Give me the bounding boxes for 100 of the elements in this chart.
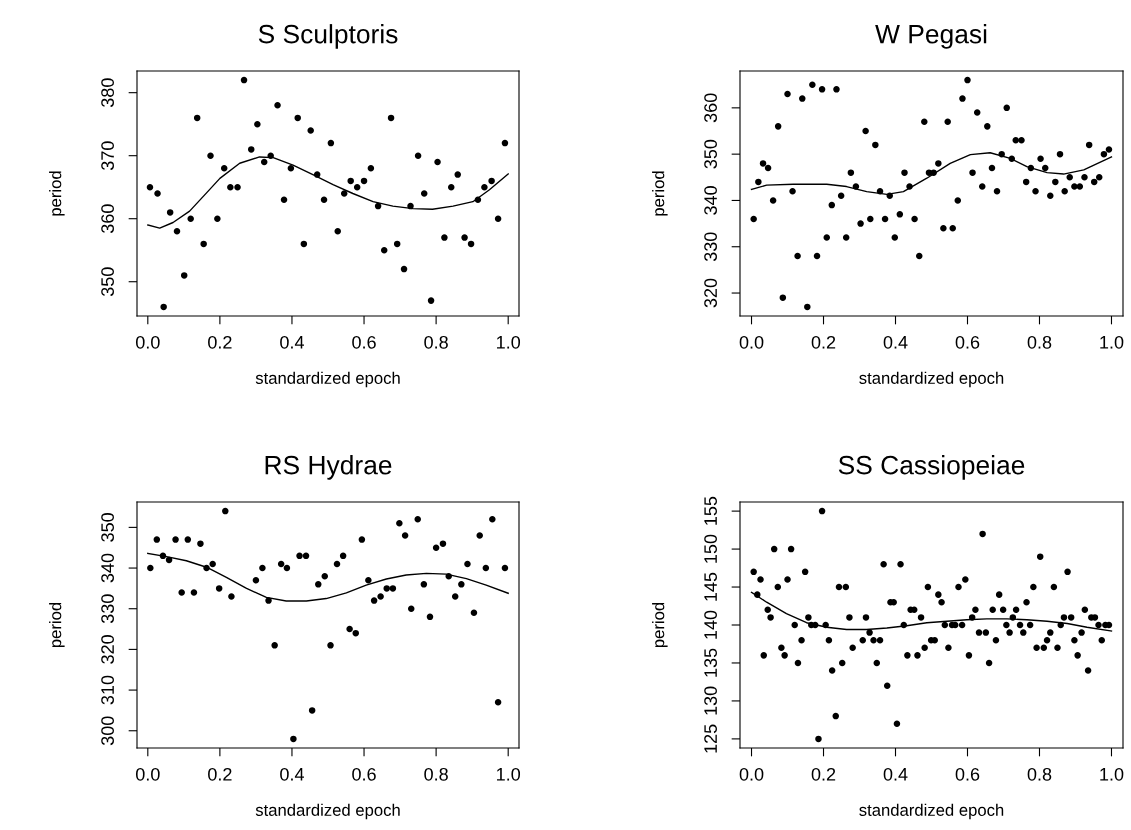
y-tick-label: 330	[101, 594, 114, 624]
y-tick-label: 330	[704, 232, 717, 262]
point	[287, 165, 295, 172]
point	[501, 139, 509, 147]
point	[352, 629, 360, 637]
point	[447, 183, 455, 191]
point	[315, 581, 322, 588]
point	[159, 552, 167, 560]
y-axis-title: period	[49, 602, 65, 648]
x-tick-label: 0.6	[955, 335, 980, 349]
y-tick-label: 350	[101, 513, 114, 542]
x-tick-label: 0.2	[208, 767, 232, 781]
point	[420, 190, 428, 197]
point	[207, 152, 214, 159]
y-tick-label: 150	[704, 534, 717, 563]
point	[147, 564, 154, 572]
point	[240, 76, 248, 84]
point	[247, 146, 255, 153]
point	[474, 196, 482, 204]
point	[160, 303, 167, 311]
point	[154, 190, 161, 197]
point	[172, 536, 179, 543]
point	[383, 585, 390, 592]
x-tick-label: 0.6	[955, 767, 980, 781]
point	[327, 642, 334, 649]
point	[180, 272, 188, 279]
point	[426, 613, 434, 621]
point	[377, 593, 384, 600]
x-tick-label: 1.0	[1100, 335, 1124, 349]
chart-title: W Pegasi	[875, 24, 987, 49]
x-tick-label: 0.0	[739, 767, 764, 781]
y-tick-label: 320	[704, 278, 717, 308]
point	[209, 560, 216, 568]
point	[166, 209, 174, 216]
y-tick-label: 380	[101, 78, 114, 108]
x-tick-label: 0.4	[883, 335, 908, 349]
x-axis-title: standardized epoch	[859, 371, 1004, 388]
point	[427, 297, 435, 304]
y-tick-label: 135	[704, 648, 717, 677]
point	[494, 699, 502, 706]
point	[347, 177, 354, 185]
point	[173, 228, 181, 235]
point	[464, 560, 471, 568]
point	[339, 552, 347, 560]
x-tick-label: 0.0	[135, 335, 160, 349]
y-tick-label: 350	[704, 139, 717, 169]
x-tick-label: 0.8	[424, 767, 448, 781]
point	[481, 183, 488, 191]
point	[461, 234, 468, 241]
x-axis-title: standardized epoch	[255, 803, 400, 820]
point	[407, 605, 415, 612]
point	[178, 589, 185, 596]
point	[290, 735, 297, 743]
y-tick-label: 360	[101, 204, 114, 234]
y-tick-label: 300	[101, 716, 114, 746]
point	[267, 152, 274, 159]
x-tick-label: 0.6	[352, 767, 376, 781]
y-tick-label: 350	[101, 267, 114, 297]
point	[259, 564, 266, 572]
x-tick-label: 0.2	[811, 767, 836, 781]
point	[308, 707, 316, 714]
y-tick-label: 360	[704, 93, 717, 123]
y-tick-label: 340	[101, 553, 114, 583]
point	[407, 202, 414, 210]
y-tick-label: 140	[704, 610, 717, 639]
point	[214, 215, 221, 222]
point	[197, 540, 204, 547]
point	[215, 585, 223, 592]
y-tick-label: 310	[101, 675, 114, 705]
y-axis-title: period	[652, 602, 668, 648]
point	[454, 171, 461, 178]
x-tick-label: 1.0	[497, 767, 521, 781]
point	[370, 597, 378, 604]
point	[203, 564, 210, 572]
point	[222, 507, 229, 515]
x-tick-label: 0.2	[208, 335, 232, 349]
point	[146, 183, 154, 191]
x-tick-label: 0.4	[883, 767, 908, 781]
point	[307, 127, 314, 134]
point	[360, 177, 368, 185]
point	[234, 183, 241, 191]
y-tick-label: 145	[704, 572, 717, 601]
y-tick-label: 320	[101, 635, 114, 664]
point	[296, 552, 303, 560]
point	[467, 240, 475, 248]
point	[470, 609, 478, 617]
y-tick-label: 130	[704, 686, 717, 715]
y-tick-label: 155	[704, 496, 717, 525]
x-tick-label: 0.6	[352, 335, 376, 349]
x-tick-label: 0.4	[280, 335, 304, 349]
point	[358, 536, 366, 543]
point	[439, 540, 447, 547]
x-tick-label: 0.2	[811, 335, 836, 349]
x-tick-label: 0.4	[280, 767, 304, 781]
point	[400, 265, 408, 273]
point	[387, 114, 395, 122]
point	[187, 215, 194, 222]
point	[313, 171, 321, 178]
point	[414, 152, 422, 159]
point	[489, 515, 496, 523]
